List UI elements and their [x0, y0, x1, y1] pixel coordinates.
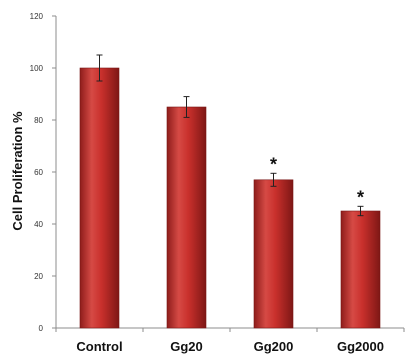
y-axis-label: Cell Proliferation %	[10, 111, 25, 231]
x-category-label: Gg2000	[337, 339, 384, 354]
labels: Control Gg20 * Gg200 * Gg2000	[76, 154, 384, 354]
x-category-label: Control	[76, 339, 122, 354]
error-bar-gg200	[270, 172, 277, 187]
y-tick-label: 0	[39, 324, 44, 333]
bar-control	[79, 67, 120, 329]
y-tick-label: 40	[34, 220, 43, 229]
y-tick-label: 80	[34, 116, 43, 125]
error-bar-gg2000	[357, 205, 364, 217]
x-category-label: Gg20	[170, 339, 203, 354]
error-bar-control	[96, 54, 103, 82]
significance-marker: *	[357, 187, 364, 207]
bars	[79, 54, 381, 329]
bar-gg200	[253, 179, 294, 329]
y-tick-label: 20	[34, 272, 43, 281]
bar-gg2000	[340, 210, 381, 329]
x-category-label: Gg200	[254, 339, 294, 354]
y-tick-label: 60	[34, 168, 43, 177]
y-tick-label: 100	[30, 64, 44, 73]
significance-marker: *	[270, 154, 277, 174]
error-bar-gg20	[183, 96, 190, 118]
y-tick-label: 120	[30, 12, 44, 21]
bar-gg20	[166, 106, 207, 329]
